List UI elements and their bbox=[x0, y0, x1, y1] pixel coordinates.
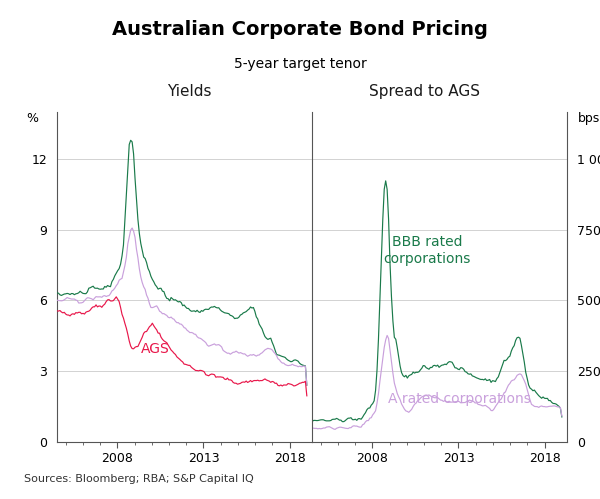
Text: %: % bbox=[26, 112, 38, 125]
Text: BBB rated
corporations: BBB rated corporations bbox=[383, 236, 470, 265]
Text: Spread to AGS: Spread to AGS bbox=[368, 84, 480, 99]
Text: A rated corporations: A rated corporations bbox=[388, 392, 532, 406]
Text: Australian Corporate Bond Pricing: Australian Corporate Bond Pricing bbox=[112, 20, 488, 39]
Text: AGS: AGS bbox=[141, 342, 170, 356]
Text: bps: bps bbox=[578, 112, 600, 125]
Text: 5-year target tenor: 5-year target tenor bbox=[233, 57, 367, 71]
Text: Sources: Bloomberg; RBA; S&P Capital IQ: Sources: Bloomberg; RBA; S&P Capital IQ bbox=[24, 474, 254, 484]
Text: Yields: Yields bbox=[167, 84, 212, 99]
